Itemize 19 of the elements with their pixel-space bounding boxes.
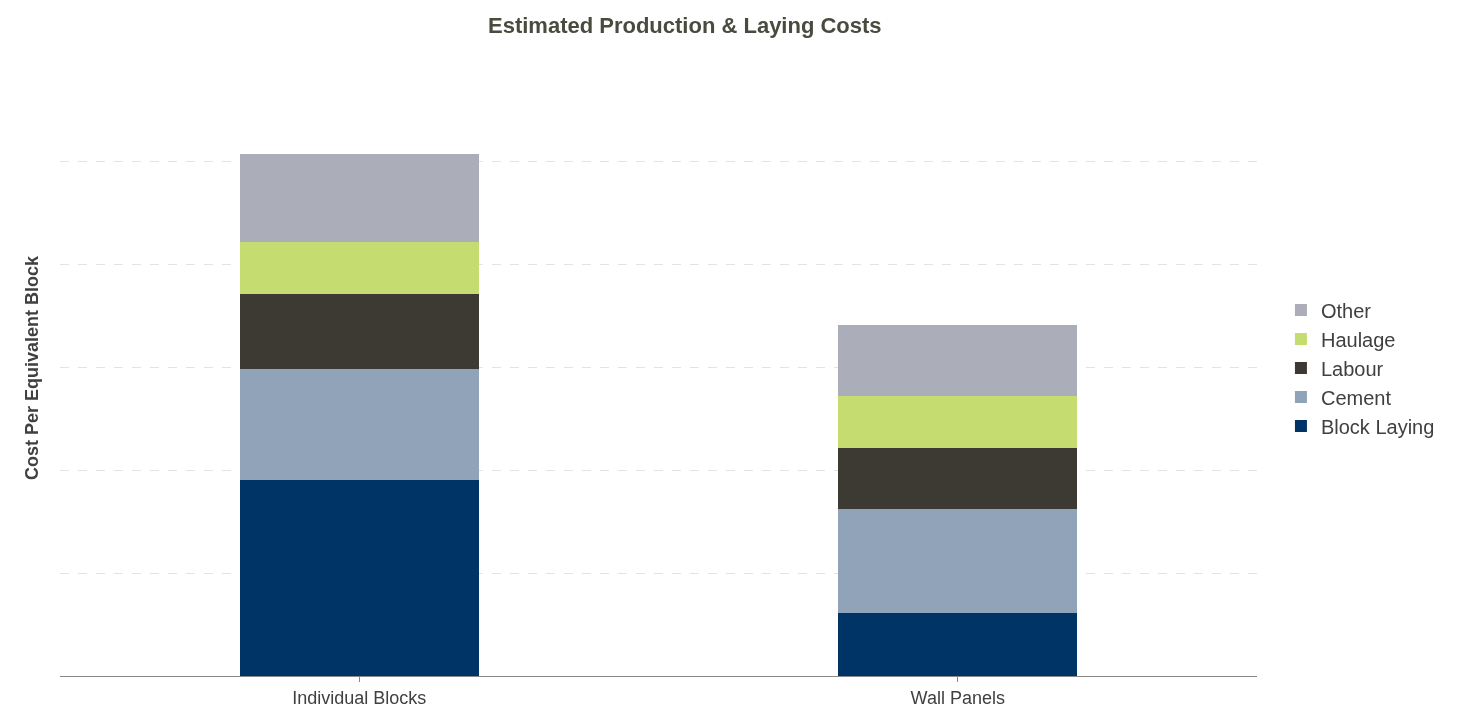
legend-label: Haulage [1320,328,1396,351]
legend-label: Other [1320,299,1372,322]
bar [239,294,479,370]
bar [239,153,479,243]
bar [838,508,1078,613]
x-tick-label: Individual Blocks [292,687,427,708]
legend-label: Block Laying [1320,415,1435,438]
bar [239,369,479,481]
legend-label: Labour [1320,357,1384,380]
bar [838,395,1078,448]
y-axis-title: Cost Per Equivalent Block [22,254,43,481]
x-tick-label: Wall Panels [910,687,1005,708]
bar [838,325,1078,396]
bar [838,612,1078,676]
bar [239,480,479,676]
bar [239,242,479,295]
chart-title: Estimated Production & Laying Costs [487,13,882,39]
bar [838,447,1078,509]
legend-label: Cement [1320,386,1392,409]
